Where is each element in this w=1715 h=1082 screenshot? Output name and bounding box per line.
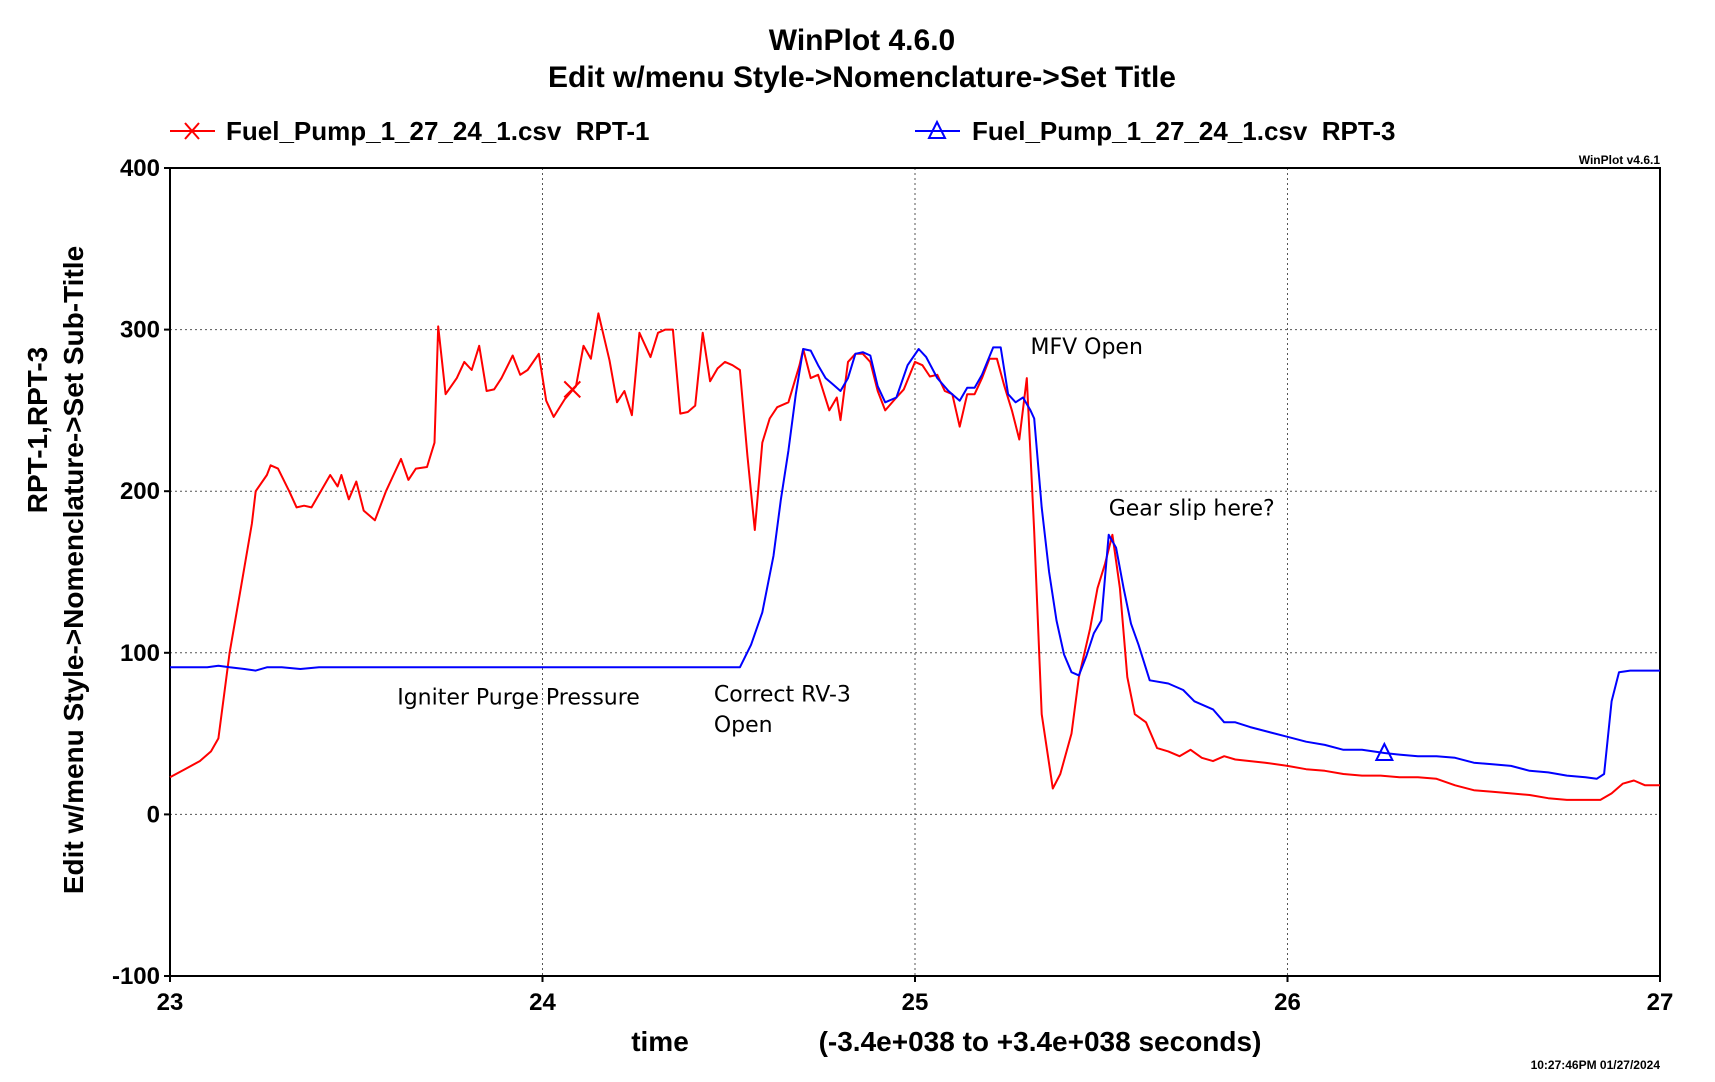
series-marker-x-icon — [563, 380, 582, 399]
x-tick-label: 24 — [529, 989, 556, 1016]
annotation-label: Correct RV-3 — [714, 682, 851, 707]
x-tick-label: 23 — [157, 989, 184, 1016]
x-axis: 23 24 25 26 27 — [157, 976, 1674, 1016]
y-axis-title-line1: RPT-1,RPT-3 — [22, 347, 53, 513]
y-tick-label: -100 — [112, 963, 160, 990]
y-tick-label: 400 — [120, 155, 160, 182]
y-tick-label: 300 — [120, 317, 160, 344]
y-tick-label: 0 — [147, 801, 160, 828]
legend-label-rpt-3: Fuel_Pump_1_27_24_1.csv RPT-3 — [972, 116, 1395, 146]
x-tick-label: 25 — [902, 989, 929, 1016]
series-line-rpt-3 — [170, 346, 1660, 780]
y-axis-title-line2: Edit w/menu Style->Nomenclature->Set Sub… — [58, 246, 89, 894]
y-axis: -100 0 100 200 300 400 — [112, 155, 170, 990]
chart-subtitle: Edit w/menu Style->Nomenclature->Set Tit… — [548, 61, 1176, 94]
annotations: MFV Open Gear slip here? Igniter Purge Pre… — [397, 335, 1274, 738]
x-axis-range: (-3.4e+038 to +3.4e+038 seconds) — [819, 1026, 1262, 1057]
legend-label-rpt-1: Fuel_Pump_1_27_24_1.csv RPT-1 — [226, 116, 649, 146]
series-lines — [169, 312, 1660, 801]
grid — [170, 168, 1660, 976]
legend-item-rpt-3[interactable]: Fuel_Pump_1_27_24_1.csv RPT-3 — [915, 116, 1395, 146]
series-marker-triangle-icon — [1374, 741, 1394, 761]
annotation-label: Igniter Purge Pressure — [397, 686, 640, 711]
annotation-label: Gear slip here? — [1109, 496, 1275, 521]
annotation-label: Open — [714, 713, 773, 738]
legend: Fuel_Pump_1_27_24_1.csv RPT-1 Fuel_Pump_… — [170, 116, 1395, 146]
x-tick-label: 27 — [1647, 989, 1674, 1016]
series-line-rpt-1 — [169, 312, 1660, 801]
timestamp: 10:27:46PM 01/27/2024 — [1531, 1058, 1661, 1072]
version-tag: WinPlot v4.6.1 — [1579, 153, 1661, 167]
legend-item-rpt-1[interactable]: Fuel_Pump_1_27_24_1.csv RPT-1 — [170, 116, 649, 146]
legend-triangle-marker-icon — [927, 119, 947, 139]
chart-title: WinPlot 4.6.0 — [769, 24, 955, 57]
legend-x-marker-icon — [184, 122, 200, 140]
y-tick-label: 100 — [120, 640, 160, 667]
x-axis-title: time — [631, 1026, 689, 1057]
x-tick-label: 26 — [1274, 989, 1301, 1016]
annotation-label: MFV Open — [1030, 335, 1142, 360]
y-tick-label: 200 — [120, 478, 160, 505]
